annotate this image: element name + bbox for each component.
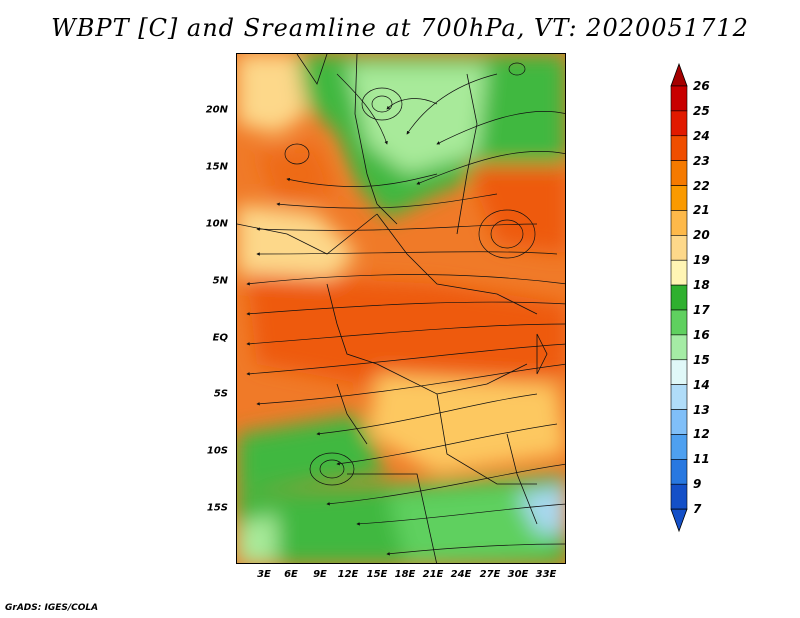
- lat-label-15s: 15S: [206, 502, 228, 514]
- colorbar-tick-label: 25: [693, 103, 710, 118]
- colorbar-tick-label: 12: [693, 427, 710, 442]
- wbpt-field-map: [237, 54, 565, 563]
- colorbar-top-arrow: [670, 62, 688, 87]
- colorbar-tick-label: 11: [693, 452, 710, 467]
- colorbar-tick-label: 14: [693, 377, 710, 392]
- lon-label-27e: 27E: [479, 569, 501, 580]
- colorbar-tick-label: 22: [693, 178, 710, 193]
- colorbar-tick-label: 23: [693, 153, 710, 168]
- footer-credit: GrADS: IGES/COLA: [5, 603, 99, 613]
- map-panel: [236, 53, 566, 564]
- colorbar-bottom-arrow: [670, 508, 688, 533]
- lon-label-9e: 9E: [313, 569, 327, 580]
- colorbar-tick-label: 16: [693, 327, 710, 342]
- lat-label-eq: EQ: [212, 332, 228, 344]
- lon-label-15e: 15E: [366, 569, 388, 580]
- colorbar-tick-label: 18: [693, 278, 710, 293]
- colorbar-segment: [670, 284, 688, 311]
- colorbar-tick-label: 9: [693, 477, 702, 492]
- lon-label-3e: 3E: [257, 569, 271, 580]
- vortices: [284, 62, 536, 486]
- colorbar: [670, 62, 688, 533]
- colorbar-tick-label: 17: [693, 303, 710, 317]
- colorbar-segment: [670, 210, 688, 236]
- colorbar-segment: [670, 359, 688, 385]
- colorbar-segment: [670, 384, 688, 410]
- plot-title: WBPT [C] and Sreamline at 700hPa, VT: 20…: [51, 14, 749, 42]
- lat-label-5s: 5S: [213, 388, 228, 400]
- colorbar-tick-label: 19: [693, 253, 710, 268]
- colorbar-segment: [670, 409, 688, 435]
- lat-label-15n: 15N: [205, 161, 228, 173]
- lon-label-33e: 33E: [535, 569, 557, 580]
- lat-label-10s: 10S: [206, 445, 228, 457]
- colorbar-segment: [670, 110, 688, 137]
- colorbar-tick-label: 13: [693, 402, 710, 417]
- colorbar-segment: [670, 259, 688, 286]
- colorbar-tick-label: 21: [693, 203, 710, 218]
- colorbar-tick-label: 20: [693, 228, 710, 243]
- streamlines: [246, 73, 565, 556]
- colorbar-segment: [670, 334, 688, 361]
- lon-label-21e: 21E: [422, 569, 444, 580]
- colorbar-tick-label: 7: [693, 502, 702, 517]
- colorbar-tick-label: 15: [693, 352, 710, 367]
- colorbar-segment: [670, 309, 688, 336]
- lat-label-20n: 20N: [205, 104, 228, 116]
- lat-label-10n: 10N: [205, 218, 228, 230]
- lon-label-6e: 6E: [284, 569, 298, 580]
- lon-label-30e: 30E: [507, 569, 529, 580]
- colorbar-tick-label: 24: [693, 128, 710, 143]
- colorbar-segment: [670, 235, 688, 261]
- colorbar-tick-label: 26: [693, 79, 710, 93]
- colorbar-segment: [670, 185, 688, 211]
- colorbar-segment: [670, 85, 688, 112]
- lon-label-12e: 12E: [337, 569, 359, 580]
- colorbar-segment: [670, 160, 688, 186]
- lat-label-5n: 5N: [212, 275, 228, 287]
- colorbar-segment: [670, 483, 688, 510]
- colorbar-segment: [670, 135, 688, 161]
- lon-label-24e: 24E: [450, 569, 472, 580]
- colorbar-segment: [670, 459, 688, 485]
- lon-label-18e: 18E: [394, 569, 416, 580]
- colorbar-segment: [670, 434, 688, 460]
